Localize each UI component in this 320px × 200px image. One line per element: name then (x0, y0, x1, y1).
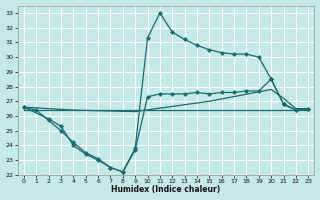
X-axis label: Humidex (Indice chaleur): Humidex (Indice chaleur) (111, 185, 221, 194)
